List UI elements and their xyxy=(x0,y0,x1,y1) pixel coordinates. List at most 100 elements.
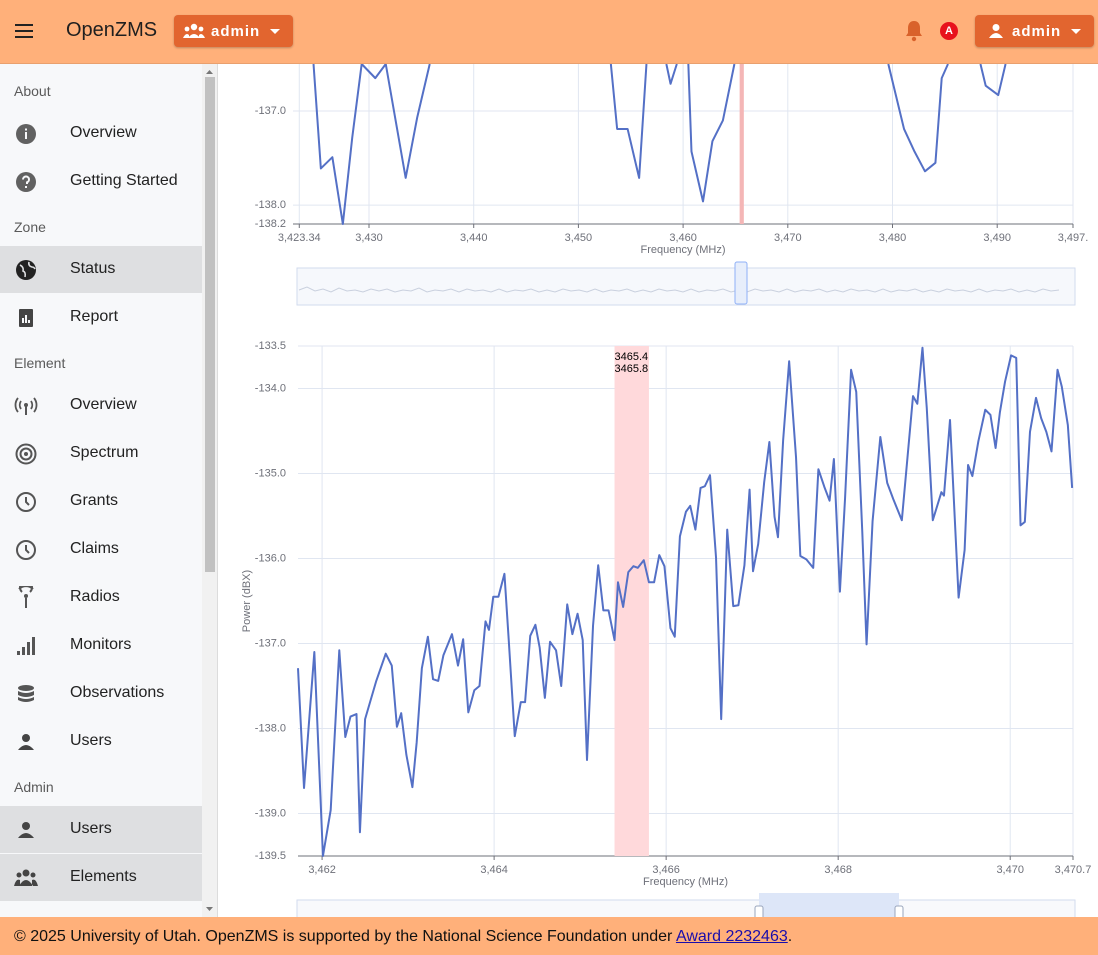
nav-icon xyxy=(18,685,34,702)
notifications-icon[interactable] xyxy=(903,19,925,43)
user-menu[interactable]: admin xyxy=(975,15,1094,47)
x-tick-label: 3,464 xyxy=(480,864,508,876)
nav-label: Observations xyxy=(70,684,165,701)
nav-label: Elements xyxy=(70,868,137,885)
group-menu[interactable]: admin xyxy=(174,15,293,47)
x-axis-title: Frequency (MHz) xyxy=(641,244,726,256)
nav-item[interactable]: Status xyxy=(0,246,202,293)
x-tick-label: 3,430 xyxy=(355,232,383,244)
nav-item[interactable]: Monitors xyxy=(0,622,202,669)
highlight-band xyxy=(614,346,649,856)
user-name: admin xyxy=(1012,23,1062,40)
x-tick-label: 3,480 xyxy=(879,232,907,244)
nav-label: Monitors xyxy=(70,636,132,653)
y-tick-label: -135.0 xyxy=(255,467,286,479)
nav-label: Overview xyxy=(70,124,137,141)
nav-icon xyxy=(17,637,35,655)
nav-icon xyxy=(18,822,34,838)
nav-label: Report xyxy=(70,308,119,325)
nav-icon xyxy=(16,260,36,280)
nav-icon xyxy=(18,734,34,750)
nav-item[interactable]: Overview xyxy=(0,110,202,157)
nav-icon xyxy=(19,309,33,327)
section-title: About xyxy=(14,83,51,99)
x-tick-label: 3,497. xyxy=(1058,232,1089,244)
award-link[interactable]: Award 2232463 xyxy=(675,928,788,945)
y-tick-label: -136.0 xyxy=(255,552,286,564)
nav-icon xyxy=(16,492,36,512)
data-line xyxy=(312,63,1007,225)
nav-item[interactable]: Observations xyxy=(0,670,202,717)
data-line xyxy=(297,346,1074,857)
footer: © 2025 University of Utah. OpenZMS is su… xyxy=(0,917,1098,955)
x-tick-label: 3,460 xyxy=(669,232,697,244)
highlight-band xyxy=(739,64,744,224)
x-tick-label: 3,490 xyxy=(983,232,1011,244)
nav-label: Users xyxy=(70,732,112,749)
y-axis-title: Power (dBX) xyxy=(241,570,253,632)
nav-label: Spectrum xyxy=(70,444,139,461)
nav-icon xyxy=(16,540,36,560)
y-tick-label: -137.0 xyxy=(255,105,286,117)
section-title: Zone xyxy=(14,219,46,235)
nav-icon xyxy=(14,397,38,415)
band-start-label: 3465.4 xyxy=(615,351,649,363)
x-tick-label: 3,468 xyxy=(824,864,852,876)
nav-label: Radios xyxy=(70,588,120,605)
nav-icon xyxy=(15,443,37,465)
y-tick-label: -139.5 xyxy=(255,850,286,862)
nav-icon xyxy=(16,124,36,144)
nav-label: Users xyxy=(70,820,112,837)
nav-item[interactable]: Radios xyxy=(0,574,202,621)
y-tick-label: -139.0 xyxy=(255,807,286,819)
app-name[interactable]: OpenZMS xyxy=(66,19,158,41)
band-end-label: 3465.8 xyxy=(615,363,649,375)
scrollbar[interactable] xyxy=(202,64,218,917)
nav-item[interactable]: Users xyxy=(0,806,202,853)
y-tick-label: -138.0 xyxy=(255,199,286,211)
scroll-up[interactable] xyxy=(202,67,217,77)
x-tick-label: 3,423.34 xyxy=(278,232,321,244)
nav-icon xyxy=(18,586,34,608)
nav-label: Grants xyxy=(70,492,119,509)
nav-item[interactable]: Report xyxy=(0,294,202,341)
y-tick-label: -134.0 xyxy=(255,382,286,394)
nav-item[interactable]: Grants xyxy=(0,478,202,525)
x-axis-title: Frequency (MHz) xyxy=(643,876,728,888)
caret xyxy=(270,29,280,34)
nav-item[interactable]: Overview xyxy=(0,382,202,429)
navigator-handle[interactable] xyxy=(734,261,748,305)
top-bar: OpenZMS admin A admin xyxy=(0,0,1098,64)
nav-item[interactable]: Users xyxy=(0,718,202,765)
x-tick-label: 3,466 xyxy=(652,864,680,876)
navigator-preview xyxy=(298,286,1060,293)
nav-label: Overview xyxy=(70,396,137,413)
y-tick-label: -133.5 xyxy=(255,340,286,352)
alert-badge[interactable]: A xyxy=(940,22,958,40)
x-tick-label: 3,470 xyxy=(996,864,1024,876)
y-tick-label: -137.0 xyxy=(255,637,286,649)
range-navigator xyxy=(296,267,1076,306)
section-title: Admin xyxy=(14,779,54,795)
scroll-thumb[interactable] xyxy=(205,77,215,572)
nav-item[interactable]: Getting Started xyxy=(0,158,202,205)
nav-icon xyxy=(14,869,38,886)
nav-item[interactable]: Spectrum xyxy=(0,430,202,477)
x-tick-label: 3,462 xyxy=(308,864,336,876)
scroll-down[interactable] xyxy=(202,904,217,914)
nav-label: Claims xyxy=(70,540,119,557)
caret xyxy=(1071,29,1081,34)
nav-item[interactable]: Elements xyxy=(0,854,202,901)
x-tick-label: 3,450 xyxy=(565,232,593,244)
sidebar: About Overview Getting Started Zone Status Re… xyxy=(0,64,202,917)
nav-label: Getting Started xyxy=(70,172,178,189)
x-tick-label: 3,470.7 xyxy=(1055,864,1092,876)
menu-icon[interactable] xyxy=(12,19,36,43)
y-tick-label: -138.0 xyxy=(255,722,286,734)
nav-item[interactable]: Claims xyxy=(0,526,202,573)
footer-suffix: . xyxy=(787,928,793,945)
y-tick-label: -138.2 xyxy=(255,218,286,230)
section-title: Element xyxy=(14,355,66,371)
footer-line: © 2025 University of Utah. OpenZMS is su… xyxy=(14,928,792,946)
